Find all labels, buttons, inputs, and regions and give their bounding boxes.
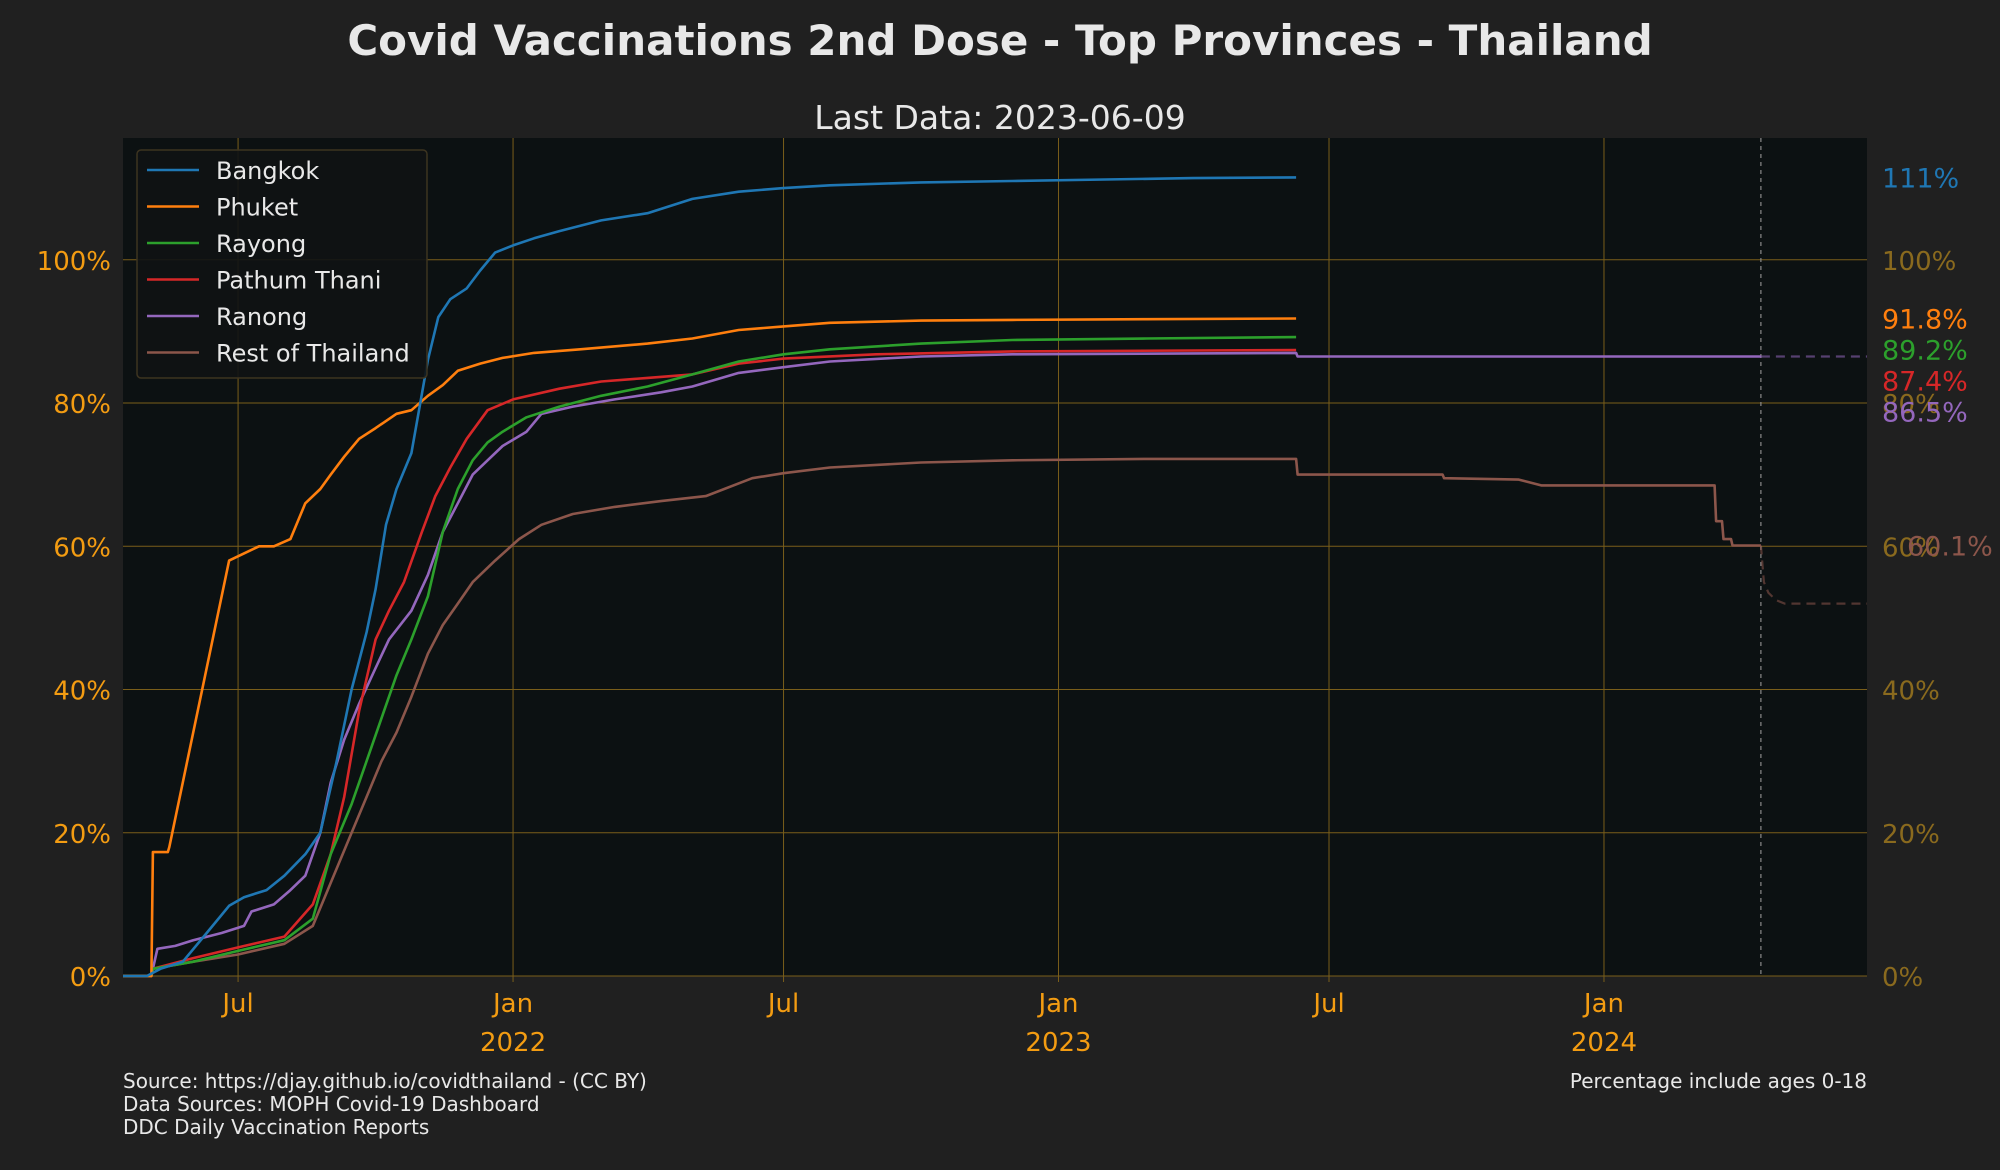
y-right-tick-label: 80% — [1882, 390, 1940, 420]
y-right-tick-label: 100% — [1882, 247, 1956, 277]
y-tick-label: 0% — [70, 963, 111, 993]
end-label-layer: 111% 91.8%89.2%87.4%86.5% 60.1% — [1882, 163, 1993, 562]
footer: Source: https://djay.github.io/covidthai… — [123, 1069, 1867, 1139]
series-layer — [123, 176, 1761, 978]
footer-source-line: Data Sources: MOPH Covid-19 Dashboard — [123, 1092, 540, 1116]
forecast-line-rest-of-thailand — [1759, 545, 1867, 605]
legend-label-bangkok: Bangkok — [216, 157, 319, 185]
y-right-tick-label: 0% — [1882, 963, 1923, 993]
end-label-rayong: 89.2% — [1882, 335, 1968, 366]
legend-label-ranong: Ranong — [216, 303, 307, 331]
end-label-bangkok: 111% — [1882, 163, 1959, 194]
footer-note: Percentage include ages 0-18 — [1570, 1069, 1867, 1093]
legend-label-rest-of-thailand: Rest of Thailand — [216, 340, 410, 368]
y-tick-label: 40% — [53, 677, 111, 707]
y-right-tick-label: 60% — [1882, 533, 1940, 563]
series-line-phuket — [123, 317, 1297, 978]
series-line-ranong — [123, 351, 1761, 978]
end-label-rest-of-thailand: 60.1% — [1907, 532, 1993, 563]
x-tick-year-label: 2022 — [480, 1028, 546, 1058]
footer-source-line: DDC Daily Vaccination Reports — [123, 1115, 429, 1139]
legend: Bangkok Phuket Rayong Pathum Thani Ranong Res… — [136, 149, 428, 379]
y-tick-label: 60% — [53, 533, 111, 563]
legend-box — [136, 149, 428, 379]
chart-title: Covid Vaccinations 2nd Dose - Top Provin… — [347, 16, 1652, 65]
x-tick-label: Jan — [1582, 989, 1624, 1019]
y-right-tick-label: 40% — [1882, 677, 1940, 707]
end-label-ranong: 86.5% — [1882, 397, 1968, 428]
x-tick-year-label: 2024 — [1571, 1028, 1637, 1058]
legend-label-rayong: Rayong — [216, 230, 306, 258]
x-tick-label: Jul — [220, 989, 253, 1019]
x-tick-year-label: 2023 — [1025, 1028, 1091, 1058]
legend-label-phuket: Phuket — [216, 194, 298, 222]
x-tick-label: Jan — [1036, 989, 1078, 1019]
y-right-tick-label: 20% — [1882, 820, 1940, 850]
forecast-layer — [1759, 355, 1867, 605]
series-line-bangkok — [123, 176, 1297, 978]
y-tick-label: 20% — [53, 820, 111, 850]
y-tick-label: 80% — [53, 390, 111, 420]
series-line-rest-of-thailand — [123, 457, 1761, 978]
footer-source-line: Source: https://djay.github.io/covidthai… — [123, 1069, 647, 1093]
legend-label-pathum-thani: Pathum Thani — [216, 267, 381, 295]
chart-subtitle: Last Data: 2023-06-09 — [814, 98, 1185, 137]
x-tick-label: Jan — [491, 989, 533, 1019]
end-label-phuket: 91.8% — [1882, 304, 1968, 335]
series-line-rayong — [123, 335, 1297, 978]
x-tick-label: Jul — [1311, 989, 1344, 1019]
y-tick-label: 100% — [37, 247, 111, 277]
end-label-pathum-thani: 87.4% — [1882, 366, 1968, 397]
tick-layer: 0% 20% 40% 60% 80% 100% 100% 80% 60% 40% 20% 0% Jul J… — [37, 247, 1957, 1058]
x-tick-label: Jul — [766, 989, 799, 1019]
